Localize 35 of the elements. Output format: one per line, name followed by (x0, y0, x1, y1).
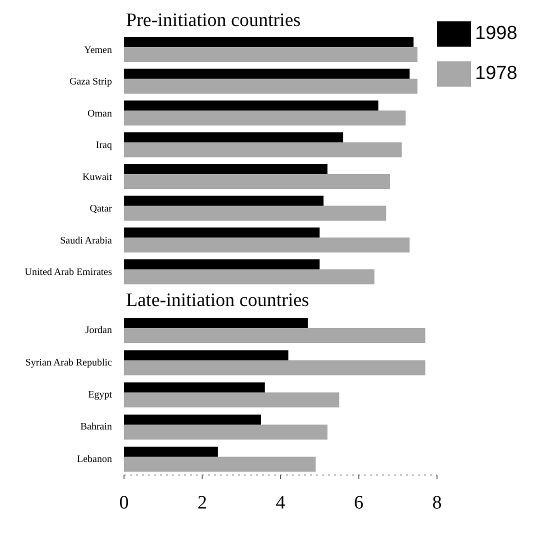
x-tick-label: 4 (276, 492, 286, 514)
x-tick-label: 6 (354, 492, 364, 514)
bar (124, 47, 418, 62)
y-tick-label: Egypt (88, 390, 112, 400)
y-tick-label: Qatar (90, 204, 113, 215)
bar (124, 456, 316, 472)
bar (124, 360, 426, 376)
y-tick-label: Syrian Arab Republic (25, 357, 113, 368)
y-tick-label: Yemen (84, 44, 112, 56)
x-tick-label: 0 (119, 492, 129, 514)
x-tick-label: 2 (198, 492, 207, 514)
bar (124, 110, 406, 126)
bar (124, 392, 340, 408)
bar (124, 142, 402, 158)
chart-title: Late-initiation countries (126, 289, 310, 313)
bar (124, 78, 418, 94)
bar (124, 174, 390, 189)
bar (124, 424, 328, 440)
legend-label: 1978 (475, 63, 518, 84)
legend-label: 1998 (475, 23, 518, 44)
chart-title: Pre-initiation countries (126, 10, 301, 31)
y-tick-label: Jordan (85, 325, 112, 336)
y-tick-label: Bahrain (80, 422, 112, 433)
y-tick-label: Iraq (96, 140, 112, 152)
bar (124, 206, 386, 221)
bar (124, 238, 410, 252)
y-tick-label: Saudi Arabia (60, 235, 113, 246)
y-tick-label: Gaza Strip (70, 76, 112, 88)
y-tick-label: Lebanon (77, 454, 112, 465)
bar (124, 328, 426, 343)
x-tick-label: 8 (432, 492, 442, 514)
y-tick-label: Kuwait (82, 172, 112, 183)
y-tick-label: Oman (88, 108, 112, 120)
bar (124, 269, 374, 284)
y-tick-label: United Arab Emirates (24, 267, 112, 278)
